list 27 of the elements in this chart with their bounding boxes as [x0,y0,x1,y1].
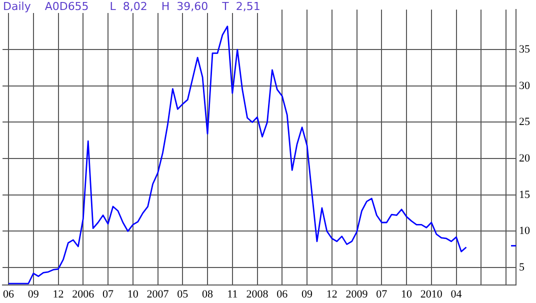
x-tick-label: 2010 [420,288,443,300]
x-tick-label: 2006 [72,288,95,300]
x-tick-label: 07 [376,288,388,300]
x-tick-label: 06 [3,288,14,300]
x-tick-label: 12 [326,288,338,300]
x-tick-label: 05 [177,288,189,300]
y-tick-label: 10 [519,225,530,238]
y-tick-label: 5 [519,261,525,274]
x-tick-label: 12 [52,288,64,300]
y-tick-label: 30 [519,80,530,92]
x-tick-label: 06 [276,288,288,300]
x-tick-label: 08 [202,288,214,300]
chart-title: Daily A0D655 L 8,02 H 39,60 T 2,51 [3,0,262,13]
x-tick-label: 2007 [146,288,170,300]
y-tick-label: 25 [519,116,530,128]
x-tick-label: 07 [102,288,114,300]
x-tick-label: 09 [302,288,314,300]
y-tick-label: 15 [519,188,530,201]
x-tick-label: 10 [401,288,413,300]
x-tick-label: 2009 [346,288,368,300]
y-tick-label: 20 [519,152,530,164]
x-tick-label: 11 [227,288,238,300]
y-tick-label: 35 [519,43,530,56]
x-tick-label: 10 [127,288,139,300]
x-tick-label: 2008 [246,288,269,300]
x-tick-label: 09 [28,288,40,300]
x-tick-label: 04 [450,288,462,300]
